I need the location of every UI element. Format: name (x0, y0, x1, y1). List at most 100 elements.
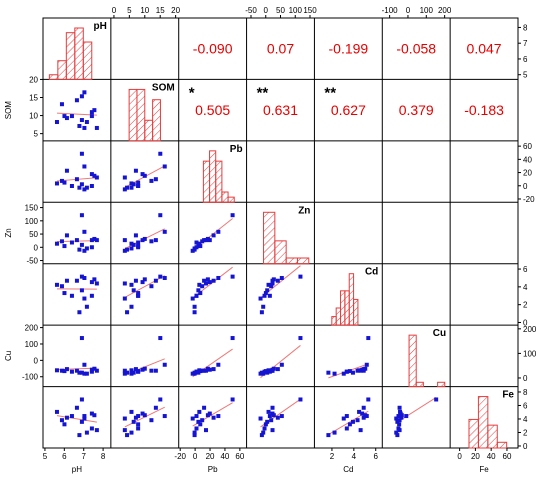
data-point (265, 288, 269, 292)
data-point (163, 164, 167, 168)
data-point (204, 238, 208, 242)
tick-label-top-zn: 0 (264, 6, 269, 15)
tick-label-left-cu: 200 (25, 324, 39, 333)
data-point (129, 246, 133, 250)
data-point (75, 98, 79, 102)
tick-label-bottom-pb: 20 (206, 452, 215, 461)
scatter-cd-vs-pb (191, 267, 235, 314)
data-point (191, 249, 195, 253)
axis-title-left-cu: Cu (4, 351, 13, 361)
correlation-som-cu: 0.379 (399, 102, 434, 118)
scatter-pb-vs-ph (55, 152, 99, 192)
data-point (191, 417, 195, 421)
tick-label-top-cu: 0 (406, 6, 411, 15)
data-point (82, 230, 86, 234)
data-point (267, 368, 271, 372)
data-point (80, 152, 84, 156)
data-point (129, 181, 133, 185)
data-point (196, 420, 200, 424)
correlation-som-cd: 0.627 (331, 102, 366, 118)
data-point (154, 369, 158, 373)
data-point (136, 184, 140, 188)
data-point (194, 426, 198, 430)
histogram-bar (497, 442, 506, 448)
scatter-cu-vs-cd (326, 336, 370, 378)
data-point (60, 102, 64, 106)
scatter-cu-vs-pb (191, 336, 235, 377)
data-point (123, 372, 127, 376)
data-point (82, 187, 86, 191)
data-point (351, 371, 355, 375)
correlation-ph-cd: -0.199 (329, 41, 369, 57)
tick-label-bottom-cd: 4 (352, 452, 357, 461)
scatter-fe-vs-cd (326, 397, 370, 437)
data-point (259, 372, 263, 376)
histogram-bar (58, 61, 66, 80)
data-point (129, 305, 133, 309)
data-point (366, 336, 370, 340)
data-point (65, 367, 69, 371)
tick-label-top-som: 15 (156, 6, 165, 15)
data-point (158, 152, 162, 156)
data-point (134, 169, 138, 173)
histogram-bar (341, 291, 345, 325)
data-point (261, 305, 265, 309)
data-point (365, 363, 369, 367)
tick-label-right-ph: 7 (523, 39, 528, 48)
tick-label-bottom-pb: -20 (174, 452, 186, 461)
data-point (65, 279, 69, 283)
data-point (55, 242, 59, 246)
tick-label-top-som: 20 (171, 6, 180, 15)
histogram-bar (409, 335, 416, 386)
data-point (65, 233, 69, 237)
data-point (82, 164, 86, 168)
tick-label-bottom-ph: 5 (43, 452, 48, 461)
data-point (206, 413, 210, 417)
tick-label-right-fe: 4 (523, 415, 528, 424)
data-point (398, 410, 402, 414)
data-point (280, 276, 284, 280)
data-point (357, 410, 361, 414)
data-point (149, 239, 153, 243)
data-point (204, 369, 208, 373)
data-point (204, 281, 208, 285)
data-point (362, 367, 366, 371)
data-point (55, 368, 59, 372)
data-point (80, 397, 84, 401)
correlation-ph-zn: 0.07 (267, 41, 294, 57)
data-point (134, 367, 138, 371)
variable-label-pb: Pb (230, 144, 243, 155)
data-point (143, 174, 147, 178)
tick-label-left-cu: 100 (25, 340, 39, 349)
data-point (158, 275, 162, 279)
data-point (404, 414, 408, 418)
data-point (216, 363, 220, 367)
data-point (134, 416, 138, 420)
data-point (158, 336, 162, 340)
data-point (163, 363, 167, 367)
histogram-bar (153, 100, 161, 141)
data-point (158, 213, 162, 217)
data-point (95, 176, 99, 180)
data-point (82, 126, 86, 130)
scatter-cu-vs-ph (55, 336, 99, 376)
data-point (136, 240, 140, 244)
tick-label-left-cu: 0 (34, 356, 39, 365)
data-point (129, 410, 133, 414)
tick-label-left-som: 5 (34, 130, 39, 139)
tick-label-right-cd: 4 (523, 283, 528, 292)
tick-label-top-cu: 200 (438, 6, 452, 15)
data-point (77, 433, 81, 437)
data-point (326, 433, 330, 437)
tick-label-top-som: 0 (112, 6, 117, 15)
data-point (394, 417, 398, 421)
tick-label-bottom-pb: 60 (235, 452, 244, 461)
data-point (206, 277, 210, 281)
scatter-fe-vs-zn (259, 397, 303, 437)
tick-label-right-pb: 40 (523, 155, 532, 164)
data-point (129, 431, 133, 435)
data-point (263, 370, 267, 374)
data-point (80, 243, 84, 247)
data-point (259, 297, 263, 301)
